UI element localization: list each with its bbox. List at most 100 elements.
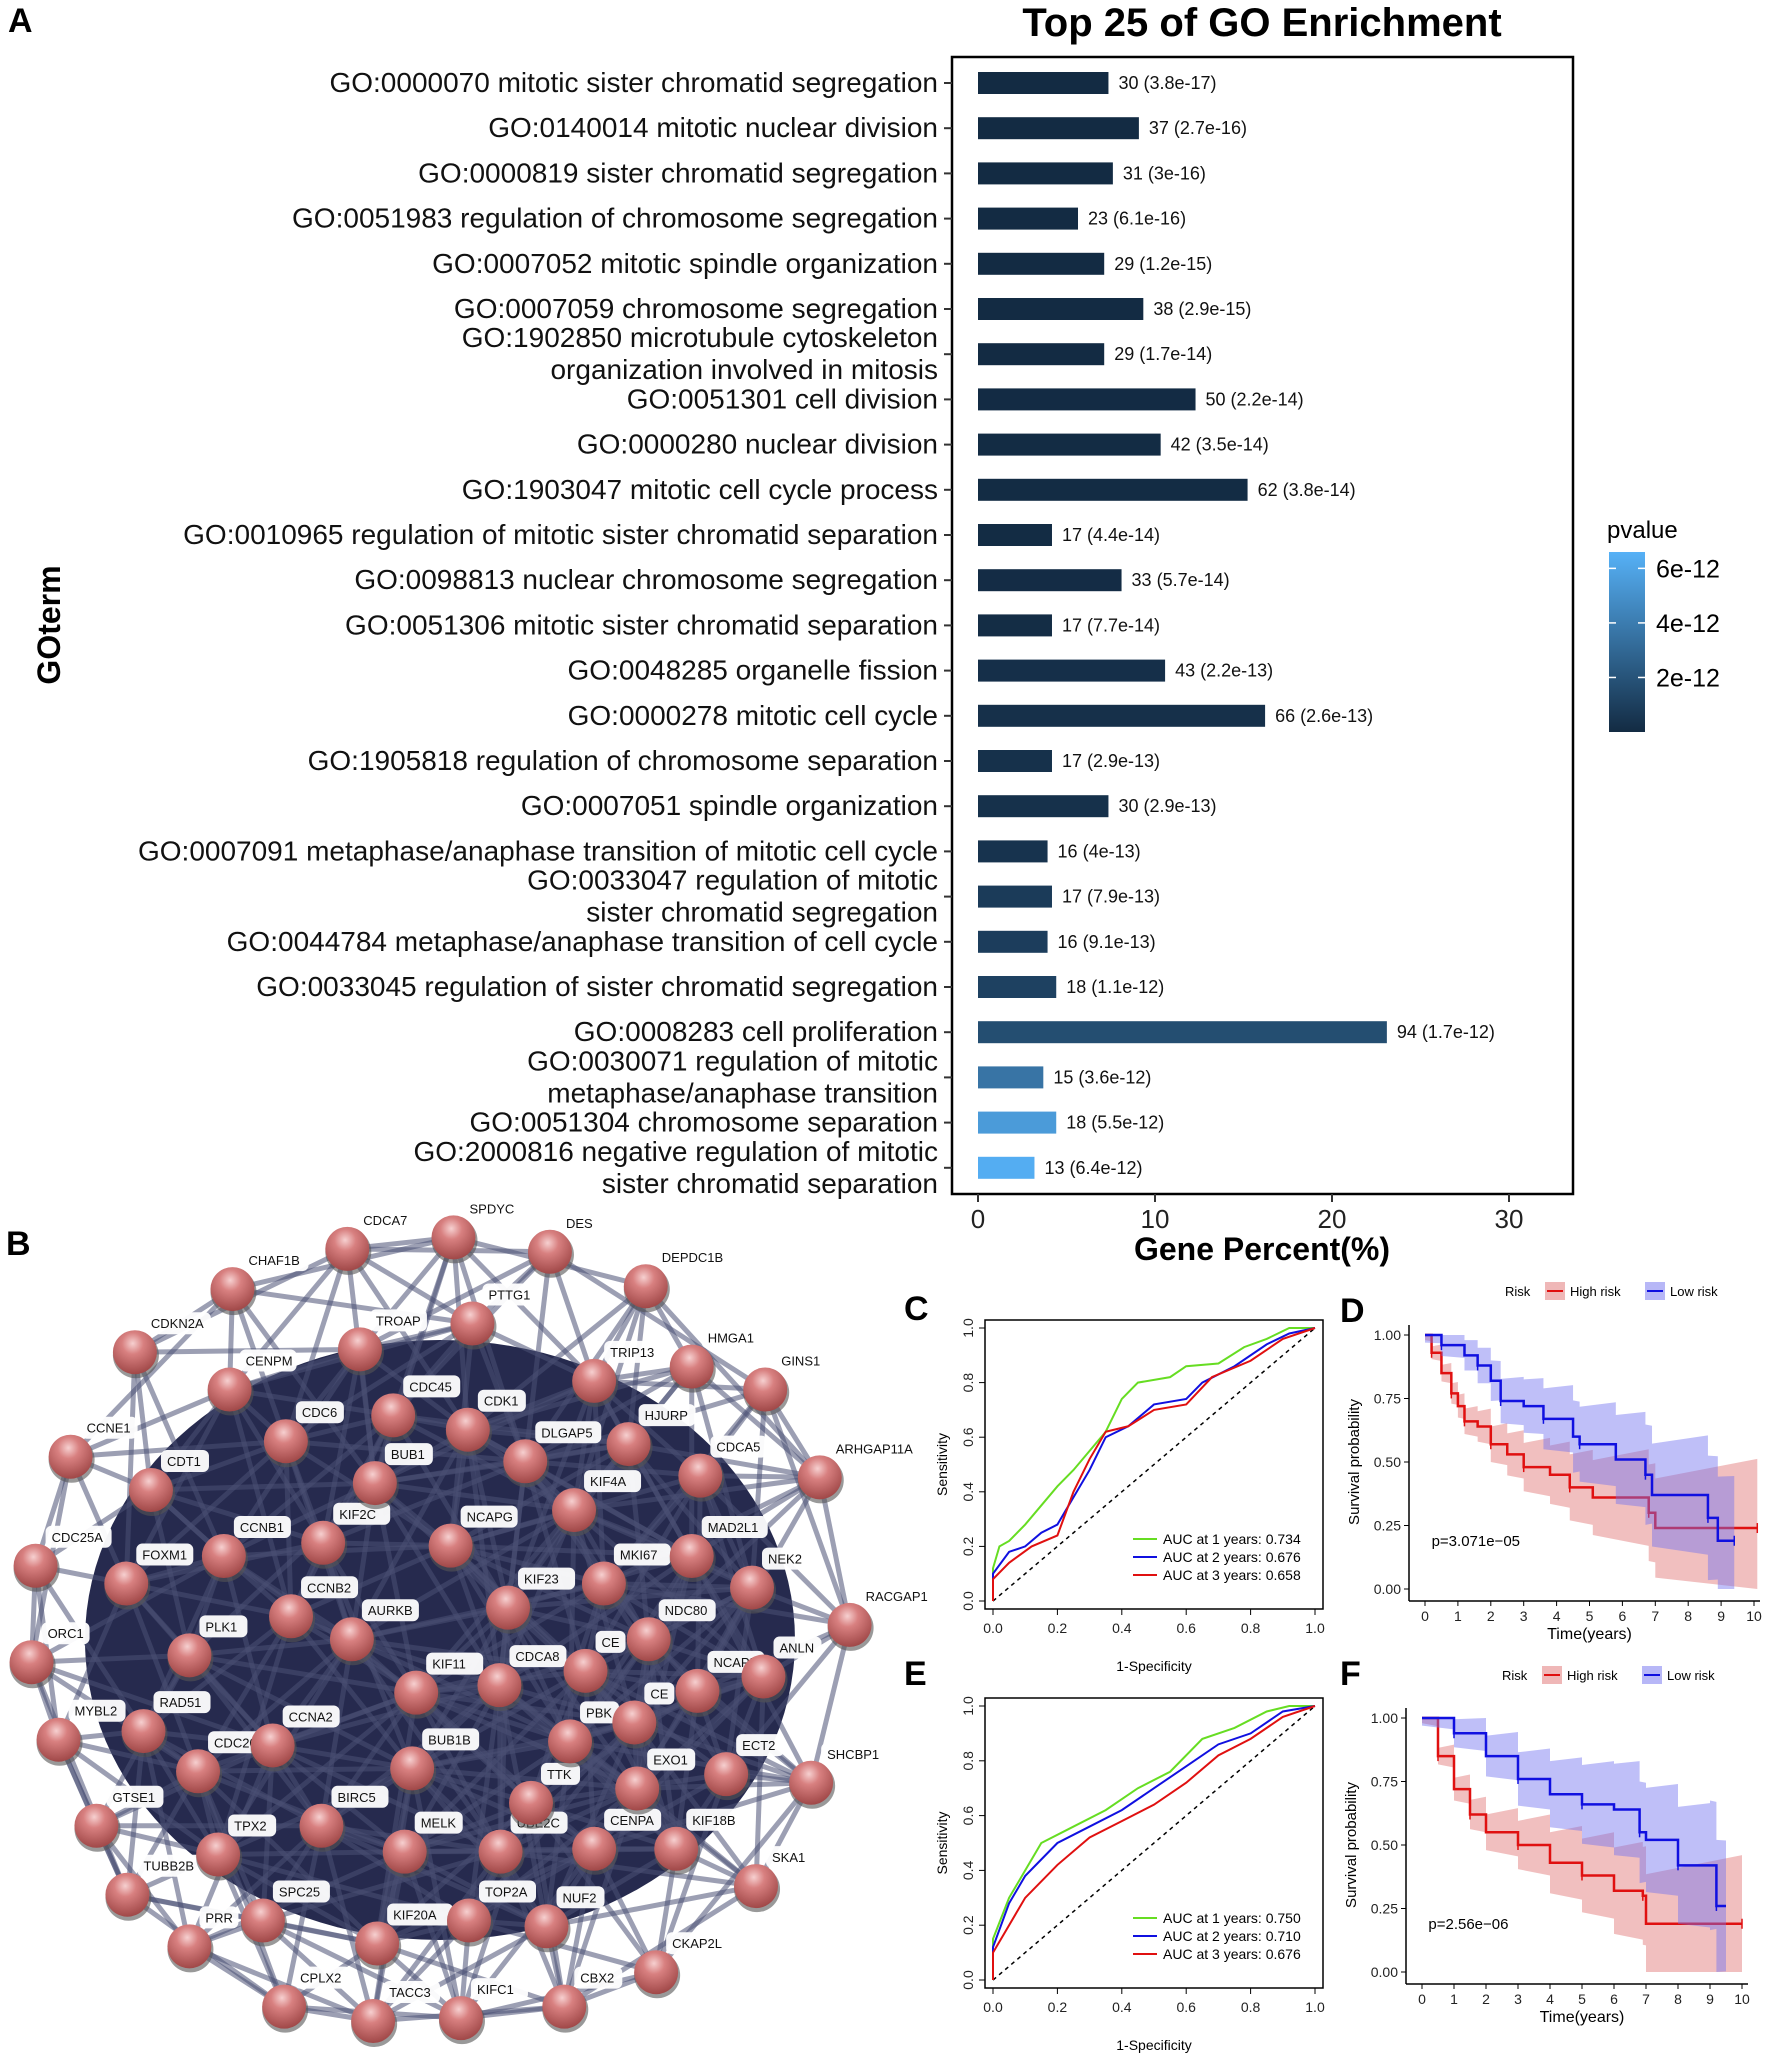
y-tick-label: 0.8 (960, 1751, 976, 1771)
gene-node[interactable] (48, 1434, 93, 1479)
gene-node[interactable] (390, 1746, 435, 1791)
gene-node[interactable] (438, 1996, 483, 2041)
gene-node[interactable] (371, 1393, 416, 1438)
gene-node[interactable] (36, 1717, 81, 1762)
node-label-box (80, 1416, 138, 1439)
gene-node[interactable] (623, 1264, 668, 1309)
gene-node[interactable] (431, 1215, 476, 1260)
node-label-box (556, 1886, 605, 1909)
gene-node[interactable] (269, 1594, 314, 1639)
gene-node[interactable] (428, 1523, 473, 1568)
node-label-box (613, 1543, 671, 1566)
gene-node[interactable] (263, 1419, 308, 1464)
node-label: ECT2 (742, 1738, 775, 1753)
gene-node[interactable] (74, 1803, 119, 1848)
gene-node[interactable] (669, 1534, 714, 1579)
gene-node[interactable] (527, 1229, 572, 1274)
gene-node[interactable] (337, 1327, 382, 1372)
gene-node[interactable] (447, 1898, 492, 1943)
edge (507, 1585, 753, 1611)
gene-node[interactable] (606, 1422, 651, 1467)
edge (808, 1624, 853, 1784)
gene-node[interactable] (207, 1367, 252, 1412)
gene-node[interactable] (743, 1367, 788, 1412)
gene-node[interactable] (563, 1648, 608, 1693)
gene-node[interactable] (9, 1640, 54, 1685)
gene-node[interactable] (201, 1534, 246, 1579)
edge (227, 1388, 294, 1617)
gene-node[interactable] (167, 1924, 212, 1969)
bar (978, 1066, 1044, 1089)
gene-node[interactable] (524, 1904, 569, 1949)
node-label-box (604, 1340, 671, 1363)
gene-node[interactable] (477, 1663, 522, 1708)
gene-node[interactable] (797, 1455, 842, 1500)
gene-node[interactable] (503, 1439, 548, 1484)
gene-node[interactable] (548, 1719, 593, 1764)
legend-label: AUC at 1 years: 0.750 (1163, 1910, 1301, 1926)
gene-node[interactable] (176, 1749, 221, 1794)
gene-node[interactable] (508, 1780, 553, 1825)
bar (978, 750, 1052, 772)
gene-node[interactable] (615, 1766, 660, 1811)
gene-node[interactable] (734, 1864, 779, 1909)
gene-node[interactable] (704, 1752, 749, 1797)
gene-node[interactable] (299, 1803, 344, 1848)
gene-node[interactable] (634, 1950, 679, 1995)
gene-node[interactable] (445, 1407, 490, 1452)
gene-node[interactable] (121, 1709, 166, 1754)
node-label-box (647, 1748, 696, 1771)
bar (978, 117, 1139, 140)
gene-node[interactable] (329, 1617, 374, 1662)
edge (125, 1581, 292, 1619)
edge (500, 1849, 757, 1889)
gene-node[interactable] (450, 1301, 495, 1346)
node-label-box (426, 1652, 484, 1675)
gene-node[interactable] (112, 1330, 157, 1375)
gene-node[interactable] (128, 1467, 173, 1512)
gene-node[interactable] (669, 1344, 714, 1389)
gene-node[interactable] (572, 1826, 617, 1871)
gene-node[interactable] (741, 1654, 786, 1699)
legend-label: High risk (1570, 1284, 1621, 1299)
gene-node[interactable] (486, 1585, 531, 1630)
gene-node[interactable] (196, 1832, 241, 1877)
gene-node[interactable] (325, 1226, 370, 1271)
gene-node[interactable] (352, 1461, 397, 1506)
x-axis-title: 1-Specificity (1116, 1658, 1191, 1674)
gene-node[interactable] (478, 1829, 523, 1874)
gene-node[interactable] (104, 1561, 149, 1606)
node-label: CHAF1B (248, 1253, 299, 1268)
gene-node[interactable] (827, 1602, 872, 1647)
gene-node[interactable] (240, 1898, 285, 1943)
x-tick-label: 7 (1651, 1608, 1659, 1624)
gene-node[interactable] (382, 1829, 427, 1874)
gene-node[interactable] (612, 1700, 657, 1745)
x-tick-label: 10 (1734, 1991, 1750, 2007)
gene-node[interactable] (210, 1267, 255, 1312)
y-tick-label: 0.4 (960, 1860, 976, 1880)
gene-node[interactable] (351, 1998, 396, 2043)
gene-node[interactable] (262, 1984, 307, 2029)
gene-node[interactable] (572, 1358, 617, 1403)
y-tick-label: 0.00 (1374, 1581, 1401, 1597)
gene-node[interactable] (626, 1617, 671, 1662)
gene-node[interactable] (105, 1872, 150, 1917)
gene-node[interactable] (167, 1633, 212, 1678)
gene-node[interactable] (250, 1723, 295, 1768)
gene-node[interactable] (542, 1984, 587, 2029)
gene-node[interactable] (552, 1488, 597, 1533)
gene-node[interactable] (301, 1520, 346, 1565)
gene-node[interactable] (581, 1561, 626, 1606)
node-label-box (574, 1966, 623, 1989)
gene-node[interactable] (678, 1453, 723, 1498)
go-term-label: GO:0007052 mitotic spindle organization (432, 248, 938, 279)
gene-node[interactable] (394, 1670, 439, 1715)
gene-node[interactable] (654, 1826, 699, 1871)
gene-node[interactable] (789, 1760, 834, 1805)
gene-node[interactable] (355, 1921, 400, 1966)
gene-node[interactable] (13, 1543, 58, 1588)
gene-node[interactable] (730, 1565, 775, 1610)
node-label: TPX2 (234, 1819, 267, 1834)
gene-node[interactable] (675, 1668, 720, 1713)
